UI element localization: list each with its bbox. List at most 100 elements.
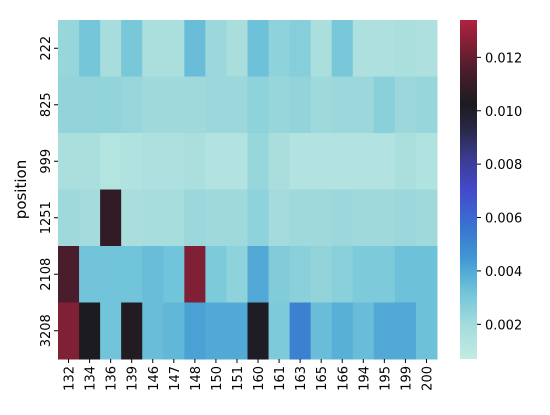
colorbar-tick-label: 0.004 bbox=[485, 265, 522, 280]
colorbar-tick-label: 0.008 bbox=[485, 158, 522, 173]
heatmap-cell bbox=[100, 189, 122, 247]
heatmap-cell bbox=[268, 76, 291, 134]
heatmap-cell bbox=[247, 76, 270, 134]
heatmap-cell bbox=[226, 302, 248, 360]
x-tick-label: 136 bbox=[105, 366, 120, 391]
heatmap-cell bbox=[394, 246, 417, 303]
heatmap-cell bbox=[142, 20, 164, 77]
heatmap-cell bbox=[352, 20, 375, 77]
heatmap-cells bbox=[58, 20, 438, 360]
x-tick-label: 147 bbox=[168, 366, 183, 391]
heatmap-cell bbox=[58, 302, 80, 360]
heatmap-cell bbox=[247, 189, 270, 247]
heatmap-cell bbox=[121, 189, 143, 247]
y-tick-label: 3208 bbox=[39, 314, 54, 347]
heatmap-cell bbox=[163, 189, 185, 247]
heatmap-cell bbox=[373, 302, 396, 360]
heatmap-cell bbox=[289, 76, 312, 134]
heatmap-cell bbox=[142, 302, 164, 360]
y-tick-label: 825 bbox=[39, 92, 54, 117]
x-tick-label: 150 bbox=[210, 366, 225, 391]
heatmap-cell bbox=[121, 133, 143, 190]
x-tick-label: 139 bbox=[126, 366, 141, 391]
heatmap-cell bbox=[205, 189, 227, 247]
heatmap-cell bbox=[184, 189, 206, 247]
heatmap-cell bbox=[352, 189, 375, 247]
heatmap-cell bbox=[352, 76, 375, 134]
heatmap-cell bbox=[352, 133, 375, 190]
heatmap-cell bbox=[79, 246, 101, 303]
x-tick-label: 165 bbox=[315, 366, 330, 391]
heatmap-cell bbox=[331, 246, 354, 303]
heatmap-cell bbox=[226, 133, 248, 190]
x-tick-label: 200 bbox=[420, 366, 435, 391]
x-tick-label: 194 bbox=[357, 366, 372, 391]
heatmap-cell bbox=[184, 133, 206, 190]
y-tick-labels: 222 825 999 1251 2108 3208 bbox=[39, 36, 58, 347]
x-tick-label: 132 bbox=[63, 366, 78, 391]
heatmap-cell bbox=[289, 246, 312, 303]
heatmap-cell bbox=[100, 246, 122, 303]
heatmap-cell bbox=[373, 76, 396, 134]
heatmap-cell bbox=[352, 302, 375, 360]
heatmap-cell bbox=[247, 302, 270, 360]
heatmap-cell bbox=[79, 189, 101, 247]
heatmap-cell bbox=[79, 20, 101, 77]
heatmap-cell bbox=[289, 189, 312, 247]
colorbar-tick-label: 0.002 bbox=[485, 318, 522, 333]
heatmap-cell bbox=[58, 189, 80, 247]
colorbar: 0.002 0.004 0.006 0.008 0.010 0.012 bbox=[460, 20, 522, 359]
heatmap-cell bbox=[268, 189, 291, 247]
heatmap-cell bbox=[331, 20, 354, 77]
heatmap-cell bbox=[352, 246, 375, 303]
heatmap-cell bbox=[121, 20, 143, 77]
x-tick-label: 163 bbox=[294, 366, 309, 391]
x-tick-label: 166 bbox=[336, 366, 351, 391]
heatmap-cell bbox=[184, 20, 206, 77]
heatmap-cell bbox=[415, 133, 438, 190]
heatmap-cell bbox=[394, 302, 417, 360]
heatmap-cell bbox=[205, 246, 227, 303]
heatmap-cell bbox=[79, 76, 101, 134]
heatmap-cell bbox=[205, 133, 227, 190]
y-axis-title: position bbox=[12, 160, 30, 219]
heatmap-cell bbox=[373, 189, 396, 247]
heatmap-cell bbox=[100, 302, 122, 360]
heatmap-cell bbox=[121, 76, 143, 134]
heatmap-cell bbox=[58, 133, 80, 190]
heatmap-cell bbox=[268, 20, 291, 77]
heatmap-cell bbox=[226, 189, 248, 247]
x-tick-label: 161 bbox=[273, 366, 288, 391]
heatmap-cell bbox=[415, 246, 438, 303]
heatmap-cell bbox=[100, 133, 122, 190]
heatmap-cell bbox=[268, 133, 291, 190]
heatmap-cell bbox=[163, 133, 185, 190]
heatmap-cell bbox=[58, 246, 80, 303]
heatmap-cell bbox=[58, 20, 80, 77]
heatmap-cell bbox=[205, 20, 227, 77]
heatmap-cell bbox=[142, 246, 164, 303]
heatmap-cell bbox=[331, 133, 354, 190]
heatmap-cell bbox=[184, 76, 206, 134]
heatmap-cell bbox=[226, 246, 248, 303]
heatmap-cell bbox=[373, 20, 396, 77]
heatmap-cell bbox=[142, 189, 164, 247]
x-tick-labels: 132 134 136 139 146 147 148 150 151 160 161 163 165 1… bbox=[63, 359, 435, 391]
y-tick-label: 1251 bbox=[39, 201, 54, 234]
heatmap-cell bbox=[268, 246, 291, 303]
heatmap-cell bbox=[331, 189, 354, 247]
heatmap-cell bbox=[373, 246, 396, 303]
heatmap-cell bbox=[310, 133, 333, 190]
heatmap-cell bbox=[163, 76, 185, 134]
x-tick-label: 148 bbox=[189, 366, 204, 391]
heatmap-cell bbox=[394, 76, 417, 134]
heatmap-cell bbox=[289, 133, 312, 190]
colorbar-ticks: 0.002 0.004 0.006 0.008 0.010 0.012 bbox=[477, 51, 522, 333]
heatmap-cell bbox=[373, 133, 396, 190]
x-tick-label: 134 bbox=[84, 366, 99, 391]
heatmap-cell bbox=[184, 246, 206, 303]
colorbar-tick-label: 0.010 bbox=[485, 105, 522, 120]
heatmap-cell bbox=[205, 76, 227, 134]
heatmap-cell bbox=[58, 76, 80, 134]
